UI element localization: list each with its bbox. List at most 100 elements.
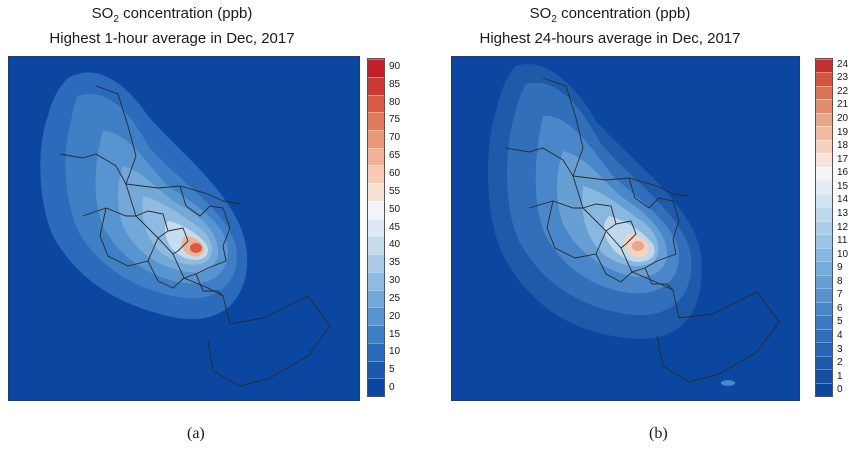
colorbar-segment [816,355,832,370]
colorbar-tick-label: 0 [837,384,843,396]
colorbar-tick-label: 0 [389,382,395,394]
panel-a-title-line1: SO2 concentration (ppb) [91,5,253,25]
colorbar-tick-label: 15 [389,328,401,340]
colorbar-segment [368,271,384,290]
colorbar-tick-label: 40 [389,239,401,251]
colorbar-segment [816,234,832,248]
colorbar-segment [368,76,384,95]
colorbar-segment [368,360,384,379]
colorbar-tick-label: 85 [389,78,401,90]
colorbar-segment [368,112,384,130]
panel-b-colorbar-scale [815,58,833,397]
panel-a-title-line2: Highest 1-hour average in Dec, 2017 [49,30,295,47]
colorbar-segment [816,193,832,208]
panel-a-map [8,56,360,401]
colorbar-segment [816,382,832,396]
colorbar-segment [816,126,832,140]
colorbar-segment [816,139,832,154]
panel-b-map [451,56,800,401]
colorbar-tick-label: 7 [837,289,843,301]
panel-b-colorbar-ticks: 0 1 2 3 4 5 6 7 8 9 10 11 12 13 14 15 16 17 18 19 20 21 22 23 24 [837,58,850,397]
colorbar-segment [368,129,384,148]
colorbar-segment [368,147,384,166]
colorbar-segment [368,325,384,343]
colorbar-tick-label: 55 [389,185,401,197]
colorbar-tick-label: 75 [389,114,401,126]
colorbar-segment [816,301,832,316]
colorbar-tick-label: 19 [837,126,849,138]
colorbar-tick-label: 16 [837,167,849,179]
colorbar-tick-label: 21 [837,99,849,111]
colorbar-segment [368,183,384,201]
colorbar-tick-label: 4 [837,329,843,341]
colorbar-tick-label: 30 [389,275,401,287]
colorbar-tick-label: 15 [837,180,849,192]
colorbar-segment [816,328,832,343]
colorbar-tick-label: 50 [389,203,401,215]
panel-b-colorbar: 0 1 2 3 4 5 6 7 8 9 10 11 12 13 14 15 16 17 18 19 20 21 22 23 24 [815,58,848,397]
colorbar-tick-label: 13 [837,207,849,219]
colorbar-tick-label: 20 [389,310,401,322]
colorbar-segment [816,72,832,86]
colorbar-tick-label: 17 [837,153,849,165]
colorbar-segment [816,207,832,221]
colorbar-tick-label: 70 [389,132,401,144]
panel-a-colorbar: 0 5 10 15 20 25 30 35 40 45 50 55 60 65 70 75 80 85 90 [367,58,400,397]
colorbar-segment [816,369,832,383]
colorbar-segment [368,289,384,308]
panel-b-caption: (b) [649,425,668,442]
colorbar-segment [368,342,384,361]
colorbar-tick-label: 9 [837,262,843,274]
colorbar-segment [816,274,832,289]
colorbar-tick-label: 5 [389,364,395,376]
colorbar-tick-label: 60 [389,167,401,179]
colorbar-segment [368,236,384,255]
colorbar-tick-label: 10 [389,346,401,358]
panel-a-title: SO2 concentration (ppb) Highest 1-hour a… [0,4,362,48]
colorbar-segment [816,261,832,275]
colorbar-tick-label: 35 [389,257,401,269]
colorbar-tick-label: 24 [837,58,849,70]
panel-a-caption: (a) [187,425,205,442]
colorbar-tick-label: 20 [837,113,849,125]
colorbar-segment [816,288,832,302]
colorbar-tick-label: 90 [389,60,401,72]
colorbar-tick-label: 11 [837,235,848,247]
colorbar-tick-label: 12 [837,221,849,233]
colorbar-segment [816,99,832,113]
colorbar-tick-label: 1 [837,370,843,382]
colorbar-tick-label: 5 [837,316,843,328]
colorbar-tick-label: 80 [389,96,401,108]
panel-a-colorbar-scale [367,58,385,397]
panel-b-title-line1: SO2 concentration (ppb) [529,5,691,25]
colorbar-segment [368,94,384,113]
colorbar-tick-label: 6 [837,302,843,314]
colorbar-tick-label: 2 [837,357,843,369]
colorbar-tick-label: 22 [837,85,849,97]
colorbar-segment [368,218,384,237]
colorbar-segment [816,220,832,235]
colorbar-segment [368,59,384,77]
colorbar-tick-label: 8 [837,275,843,287]
panel-b-title-line2: Highest 24-hours average in Dec, 2017 [479,30,741,47]
colorbar-segment [816,85,832,100]
colorbar-segment [816,112,832,127]
colorbar-tick-label: 18 [837,140,849,152]
colorbar-segment [368,200,384,219]
colorbar-segment [368,307,384,326]
colorbar-segment [816,180,832,194]
colorbar-segment [816,342,832,356]
colorbar-tick-label: 23 [837,72,849,84]
colorbar-segment [816,166,832,181]
colorbar-tick-label: 10 [837,248,849,260]
panel-b-title: SO2 concentration (ppb) Highest 24-hours… [410,4,810,48]
colorbar-tick-label: 3 [837,343,843,355]
colorbar-tick-label: 14 [837,194,849,206]
panel-a: SO2 concentration (ppb) Highest 1-hour a… [0,0,420,458]
colorbar-segment [816,153,832,167]
colorbar-tick-label: 25 [389,292,401,304]
colorbar-tick-label: 45 [389,221,401,233]
panel-b: SO2 concentration (ppb) Highest 24-hours… [430,0,850,458]
colorbar-segment [368,165,384,184]
colorbar-segment [816,58,832,73]
